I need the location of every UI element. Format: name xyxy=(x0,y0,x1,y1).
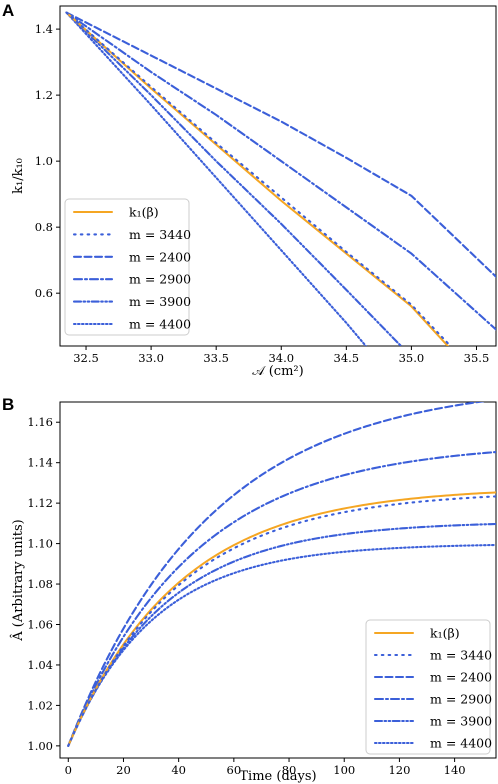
legend-label: m = 2400 xyxy=(430,670,492,685)
legend-box xyxy=(365,619,491,755)
panel-b-x-ticks: 0 20 40 60 80 100 120 140 xyxy=(65,758,466,777)
panel-b-y-ticks: 1.00 1.02 1.04 1.06 1.08 1.10 1.12 1.14 1.16 xyxy=(27,415,60,753)
series-line xyxy=(67,491,496,747)
x-tick-label: 80 xyxy=(282,763,297,777)
x-tick-label: 40 xyxy=(171,763,186,777)
legend-label: m = 4400 xyxy=(129,317,191,332)
panel-a-legend: k₁(β) m = 3440 m = 2400 m = 2900 m = 3900 m =… xyxy=(64,198,191,336)
x-tick-label: 35.5 xyxy=(464,351,490,365)
x-tick-label: 20 xyxy=(116,763,131,777)
panel-a-letter: A xyxy=(2,1,14,20)
panel-b-series xyxy=(67,402,496,747)
x-tick-label: 100 xyxy=(333,763,355,777)
y-tick-label: 1.06 xyxy=(27,618,53,632)
y-tick-label: 1.08 xyxy=(27,577,53,591)
panel-a-series xyxy=(65,11,496,346)
series-line xyxy=(67,522,496,747)
y-tick-label: 1.00 xyxy=(27,739,53,753)
legend-label: m = 2400 xyxy=(129,249,191,264)
series-line xyxy=(65,11,496,331)
series-line xyxy=(65,11,449,346)
x-tick-label: 33.0 xyxy=(138,351,164,365)
legend-label: m = 3900 xyxy=(129,294,191,309)
y-tick-label: 1.0 xyxy=(35,154,53,168)
y-tick-label: 1.14 xyxy=(27,456,53,470)
panel-a: A 32.5 33.0 33.5 34.0 34.5 35.0 35.5 0.6 0.8 1.0… xyxy=(2,1,497,379)
y-tick-label: 0.6 xyxy=(35,286,53,300)
x-tick-label: 120 xyxy=(388,763,410,777)
y-tick-label: 1.16 xyxy=(27,415,53,429)
panel-b-legend: k₁(β) m = 3440 m = 2400 m = 2900 m = 3900 m =… xyxy=(365,619,492,755)
panel-b-x-axis-label: Time (days) xyxy=(239,769,316,784)
y-tick-label: 1.02 xyxy=(27,698,53,712)
panel-a-y-ticks: 0.6 0.8 1.0 1.2 1.4 xyxy=(35,22,60,300)
series-line xyxy=(65,11,496,278)
panel-a-x-axis-label: 𝒜 (cm²) xyxy=(252,364,303,379)
legend-label: m = 2900 xyxy=(430,692,492,707)
series-line xyxy=(67,402,486,747)
legend-box xyxy=(64,198,190,336)
x-tick-label: 0 xyxy=(65,763,72,777)
y-tick-label: 1.4 xyxy=(35,22,53,36)
series-line xyxy=(65,11,367,346)
x-tick-label: 34.0 xyxy=(268,351,294,365)
y-tick-label: 1.04 xyxy=(27,658,53,672)
y-tick-label: 1.10 xyxy=(27,537,53,551)
legend-label: k₁(β) xyxy=(430,626,460,641)
series-line xyxy=(67,451,496,747)
x-tick-label: 35.0 xyxy=(399,351,425,365)
panel-b: B 0 20 40 60 80 100 120 140 1.001.021.041.061.0… xyxy=(2,395,497,784)
x-tick-label: 34.5 xyxy=(334,351,360,365)
legend-label: m = 2900 xyxy=(129,272,191,287)
legend-label: m = 3900 xyxy=(430,714,492,729)
x-tick-label: 60 xyxy=(227,763,242,777)
series-line xyxy=(67,543,496,747)
legend-label: m = 3440 xyxy=(430,648,492,663)
legend-label: m = 3440 xyxy=(129,227,191,242)
y-tick-label: 1.12 xyxy=(27,496,53,510)
x-tick-label: 33.5 xyxy=(203,351,229,365)
legend-label: m = 4400 xyxy=(430,736,492,751)
panel-b-letter: B xyxy=(2,395,14,414)
panel-b-plot-frame xyxy=(59,401,497,759)
panel-b-y-axis-label: Â (Arbitrary units) xyxy=(10,519,26,641)
x-tick-label: 140 xyxy=(444,763,466,777)
panel-a-x-ticks: 32.5 33.0 33.5 34.0 34.5 35.0 35.5 xyxy=(73,346,489,365)
x-tick-label: 32.5 xyxy=(73,351,99,365)
y-tick-label: 1.2 xyxy=(35,88,53,102)
panel-a-y-axis-label: k₁/k₁₀ xyxy=(11,158,26,194)
y-tick-label: 0.8 xyxy=(35,220,53,234)
legend-label: k₁(β) xyxy=(129,205,159,220)
panel-a-plot-frame xyxy=(59,5,497,347)
series-line xyxy=(65,11,403,346)
